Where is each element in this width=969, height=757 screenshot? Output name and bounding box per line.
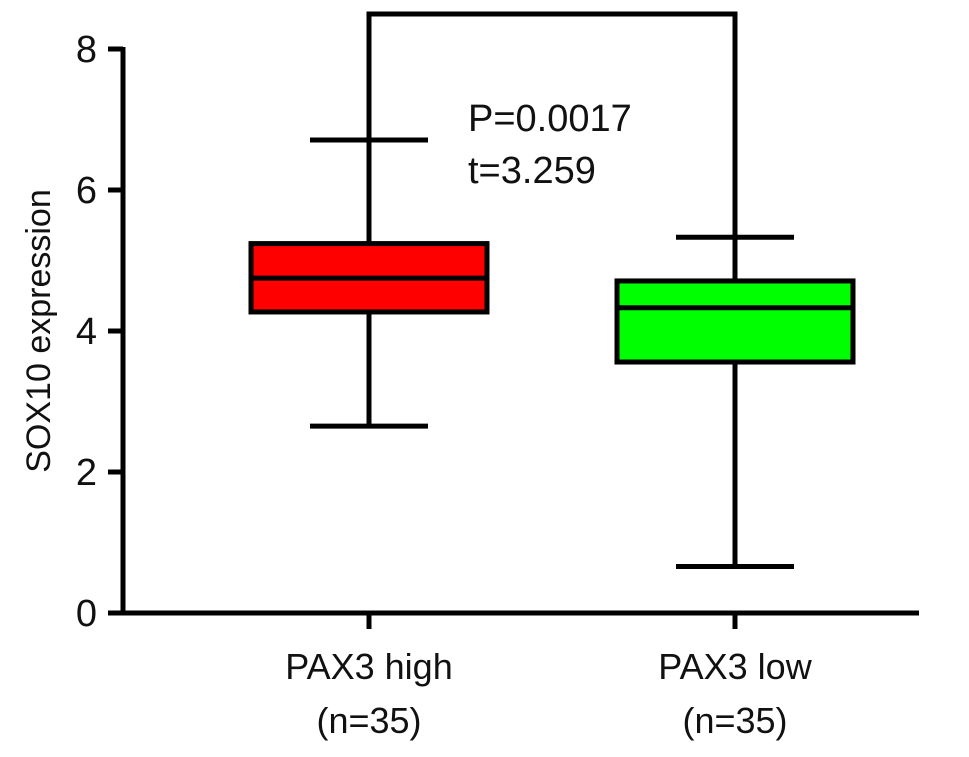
box-1: PAX3 high (n=35) <box>248 137 490 741</box>
boxes-group: PAX3 high (n=35) PAX3 low (n=35) <box>248 137 856 741</box>
y-tick-label: 0 <box>76 593 97 635</box>
category-n-label: (n=35) <box>316 700 421 741</box>
y-tick-label: 8 <box>76 29 97 71</box>
box-2: PAX3 low (n=35) <box>614 234 856 741</box>
iqr-box <box>614 278 856 365</box>
y-axis-title: SOX10 expression <box>20 189 58 473</box>
category-label: PAX3 high <box>285 646 452 687</box>
t-value-label: t=3.259 <box>468 150 596 192</box>
y-tick-label: 4 <box>76 311 97 353</box>
category-label: PAX3 low <box>658 646 812 687</box>
y-tick-label: 6 <box>76 170 97 212</box>
y-tick-label: 2 <box>76 452 97 494</box>
significance-bracket <box>366 11 738 238</box>
y-ticks: 0 2 4 6 8 <box>76 29 123 635</box>
bracket-line <box>366 11 738 238</box>
p-value-label: P=0.0017 <box>468 98 632 140</box>
category-n-label: (n=35) <box>682 700 787 741</box>
